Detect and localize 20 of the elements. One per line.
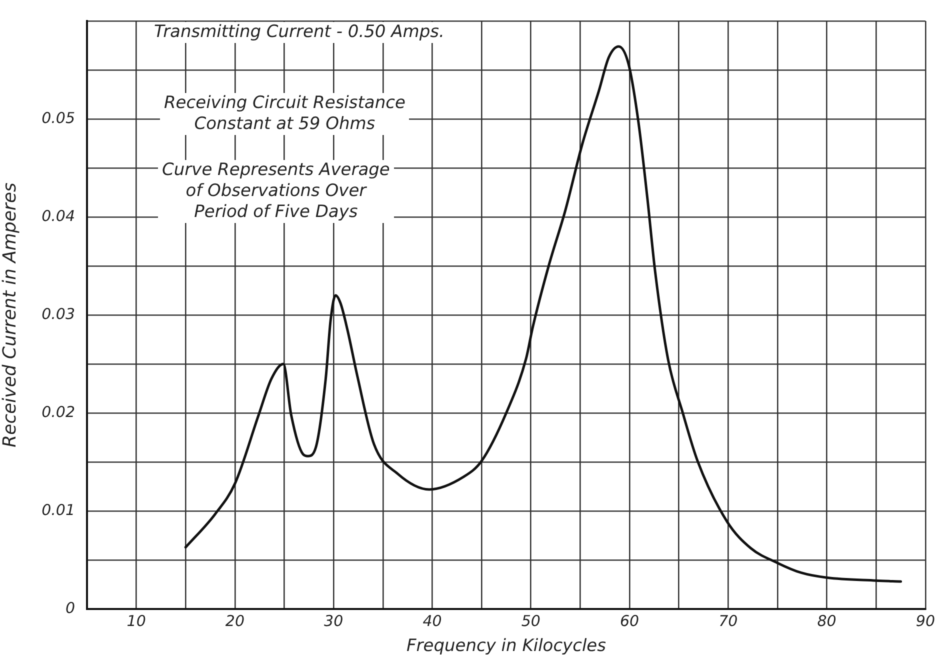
x-axis-title: Frequency in Kilocycles: [406, 636, 606, 656]
y-tick-label: 0.03: [42, 304, 75, 323]
x-tick-label: 50: [521, 612, 540, 630]
y-tick-label: 0: [65, 598, 75, 617]
x-tick-label: 90: [916, 612, 936, 630]
y-tick-label: 0.04: [42, 206, 75, 225]
x-tick-label: 70: [718, 612, 738, 630]
x-tick-label: 20: [225, 612, 245, 630]
annotation: Curve Represents Average of Observations Over Period of Five Days: [158, 160, 394, 223]
x-tick-label: 40: [422, 612, 442, 630]
x-tick-label: 80: [817, 612, 836, 630]
x-tick-label: 60: [620, 612, 640, 630]
y-axis-title: Received Current in Amperes: [0, 182, 20, 448]
annotation: Receiving Circuit Resistance Constant at 59 Ohms: [160, 93, 410, 135]
x-tick-label: 30: [324, 612, 344, 630]
annotation: Transmitting Current - 0.50 Amps.: [150, 22, 448, 43]
x-tick-label: 10: [126, 612, 146, 630]
y-tick-label: 0.05: [42, 108, 75, 127]
y-tick-label: 0.01: [42, 500, 75, 519]
y-tick-label: 0.02: [42, 402, 75, 421]
